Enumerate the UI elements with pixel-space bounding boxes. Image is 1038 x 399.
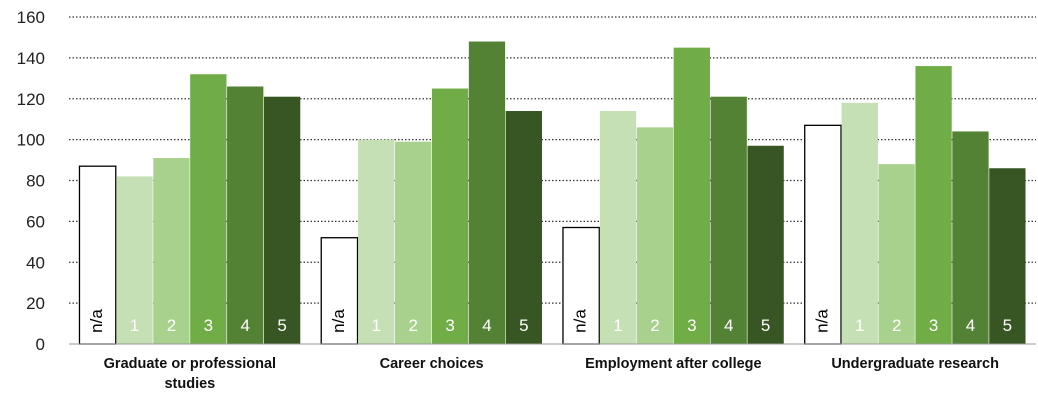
bar-4 xyxy=(227,86,264,345)
bar-5 xyxy=(747,145,784,344)
y-tick-label: 80 xyxy=(26,172,45,191)
bar-label-4: 4 xyxy=(240,316,249,335)
bar-label-1: 1 xyxy=(855,316,864,335)
bar-label-3: 3 xyxy=(445,316,454,335)
bar-na xyxy=(78,165,117,345)
y-axis-ticks: 0 20 40 60 80 100 120 140 160 xyxy=(17,8,45,354)
category-label: studies xyxy=(164,376,215,392)
bar-label-3: 3 xyxy=(687,316,696,335)
bar-2 xyxy=(878,164,915,344)
bar-4 xyxy=(710,96,747,344)
category-label: Employment after college xyxy=(585,356,761,372)
bar-3 xyxy=(673,47,710,344)
bar-2 xyxy=(636,127,674,344)
bar-label-5: 5 xyxy=(761,316,770,335)
bar-4 xyxy=(952,131,989,344)
bar-5 xyxy=(505,111,543,344)
bar-label-2: 2 xyxy=(650,316,659,335)
bar-label-1: 1 xyxy=(372,316,381,335)
bar-label-4: 4 xyxy=(966,316,975,335)
bar-label-na: n/a xyxy=(571,309,590,333)
bar-label-2: 2 xyxy=(167,316,176,335)
y-tick-label: 100 xyxy=(17,131,45,150)
bar-5 xyxy=(263,96,301,344)
bar-na xyxy=(804,124,842,345)
bar-2 xyxy=(153,158,190,344)
bar-na xyxy=(320,237,359,345)
bar-label-na: n/a xyxy=(812,309,831,333)
bar-label-na: n/a xyxy=(87,309,106,333)
y-tick-label: 20 xyxy=(26,294,45,313)
bar-5 xyxy=(989,168,1026,344)
y-tick-label: 120 xyxy=(17,90,45,109)
bars xyxy=(78,41,1026,345)
bar-3 xyxy=(190,74,227,344)
bar-1 xyxy=(116,176,153,344)
bar-1 xyxy=(841,102,878,345)
bar-label-4: 4 xyxy=(724,316,733,335)
bar-na xyxy=(562,226,600,345)
y-tick-label: 140 xyxy=(17,49,45,68)
category-label: Undergraduate research xyxy=(831,356,999,372)
bar-label-5: 5 xyxy=(519,316,528,335)
bar-label-3: 3 xyxy=(929,316,938,335)
y-tick-label: 60 xyxy=(26,212,45,231)
category-label: Career choices xyxy=(380,356,484,372)
bar-3 xyxy=(915,66,952,345)
bar-1 xyxy=(358,139,395,344)
x-axis-categories: Graduate or professional studies Career ch… xyxy=(104,356,999,392)
bar-label-2: 2 xyxy=(892,316,901,335)
bar-label-1: 1 xyxy=(130,316,139,335)
y-tick-label: 0 xyxy=(36,335,45,354)
bar-label-na: n/a xyxy=(329,309,348,333)
y-tick-label: 160 xyxy=(17,8,45,27)
bar-label-4: 4 xyxy=(482,316,491,335)
category-label: Graduate or professional xyxy=(104,356,276,372)
bar-label-5: 5 xyxy=(277,316,286,335)
bar-label-2: 2 xyxy=(408,316,417,335)
y-tick-label: 40 xyxy=(26,253,45,272)
bar-3 xyxy=(431,88,469,344)
bar-label-5: 5 xyxy=(1003,316,1012,335)
bar-labels: n/a 1 2 3 4 5 n/a 1 2 3 4 5 n/a 1 2 3 4 5 n/a 1 2 3 4 5 xyxy=(87,309,1012,335)
bar-1 xyxy=(599,111,637,344)
bar-2 xyxy=(395,141,432,344)
bar-label-3: 3 xyxy=(204,316,213,335)
bar-label-1: 1 xyxy=(613,316,622,335)
bar-4 xyxy=(468,41,506,345)
